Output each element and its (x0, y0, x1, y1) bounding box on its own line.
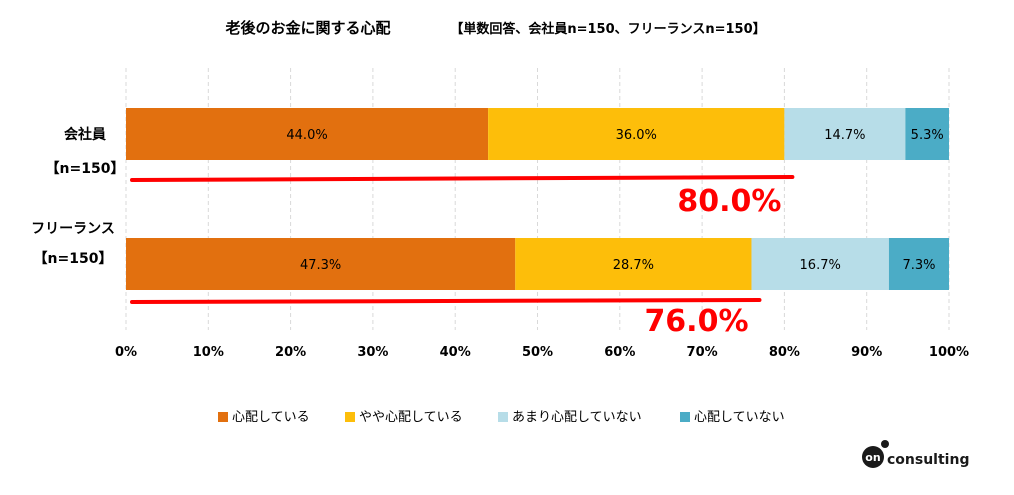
legend-swatch (680, 412, 690, 422)
bar-segment (126, 238, 516, 290)
annotations: 80.0% 76.0% (130, 175, 795, 339)
x-tick-label: 30% (357, 345, 388, 360)
bar-segment (751, 238, 889, 290)
legend-swatch (498, 412, 508, 422)
logo-mark-circle (862, 446, 884, 468)
logo-text: consulting (887, 452, 969, 468)
bar-segment (126, 108, 489, 160)
x-tick-label: 20% (275, 345, 306, 360)
company-logo: on consulting (862, 440, 969, 468)
x-axis-ticks: 0% 10% 20% 30% 40% 50% 60% 70% 80% 90% 100% (115, 345, 969, 360)
x-tick-label: 70% (687, 345, 718, 360)
chart-subtitle: 【単数回答、会社員n=150、フリーランスn=150】 (450, 21, 765, 37)
bars: 44.0% 36.0% 14.7% 5.3% 47.3% 28.7% 16.7% 7.3% (126, 108, 949, 290)
category-label: フリーランス (31, 221, 115, 237)
bar-segment (905, 108, 949, 160)
legend-label[interactable]: あまり心配していない (512, 410, 642, 425)
annotation-value: 80.0% (677, 184, 781, 219)
logo-mark-text: on (865, 451, 880, 464)
x-tick-label: 40% (440, 345, 471, 360)
legend-label[interactable]: やや心配している (359, 410, 463, 425)
x-tick-label: 10% (193, 345, 224, 360)
x-tick-label: 0% (115, 345, 137, 360)
data-label: 47.3% (300, 258, 341, 273)
legend-label[interactable]: 心配している (232, 410, 310, 425)
category-label: 会社員 (64, 126, 106, 143)
data-label: 14.7% (824, 128, 865, 143)
data-label: 16.7% (800, 258, 841, 273)
data-label: 5.3% (911, 128, 944, 143)
bar-segment (888, 238, 949, 290)
bar-segment (488, 108, 785, 160)
x-tick-label: 100% (929, 345, 969, 360)
category-labels: 会社員【n=150】フリーランス【n=150】 (31, 126, 124, 267)
annotation-value: 76.0% (644, 304, 748, 339)
legend[interactable]: 心配している やや心配している あまり心配していない 心配していない (218, 410, 785, 425)
bar-segment (784, 108, 906, 160)
category-n-label: 【n=150】 (46, 161, 125, 177)
x-tick-label: 90% (851, 345, 882, 360)
data-label: 44.0% (286, 128, 327, 143)
logo-mark-dot (881, 440, 889, 448)
annotation-line (130, 175, 795, 182)
x-tick-label: 50% (522, 345, 553, 360)
grid (125, 68, 950, 330)
chart-title: 老後のお金に関する心配 (224, 19, 390, 37)
x-tick-label: 80% (769, 345, 800, 360)
data-label: 36.0% (616, 128, 657, 143)
annotation-line (130, 298, 762, 304)
legend-label[interactable]: 心配していない (694, 410, 785, 425)
category-n-label: 【n=150】 (34, 251, 113, 267)
data-label: 28.7% (613, 258, 654, 273)
data-label: 7.3% (902, 258, 935, 273)
legend-swatch (345, 412, 355, 422)
x-tick-label: 60% (604, 345, 635, 360)
legend-swatch (218, 412, 228, 422)
bar-segment (515, 238, 752, 290)
